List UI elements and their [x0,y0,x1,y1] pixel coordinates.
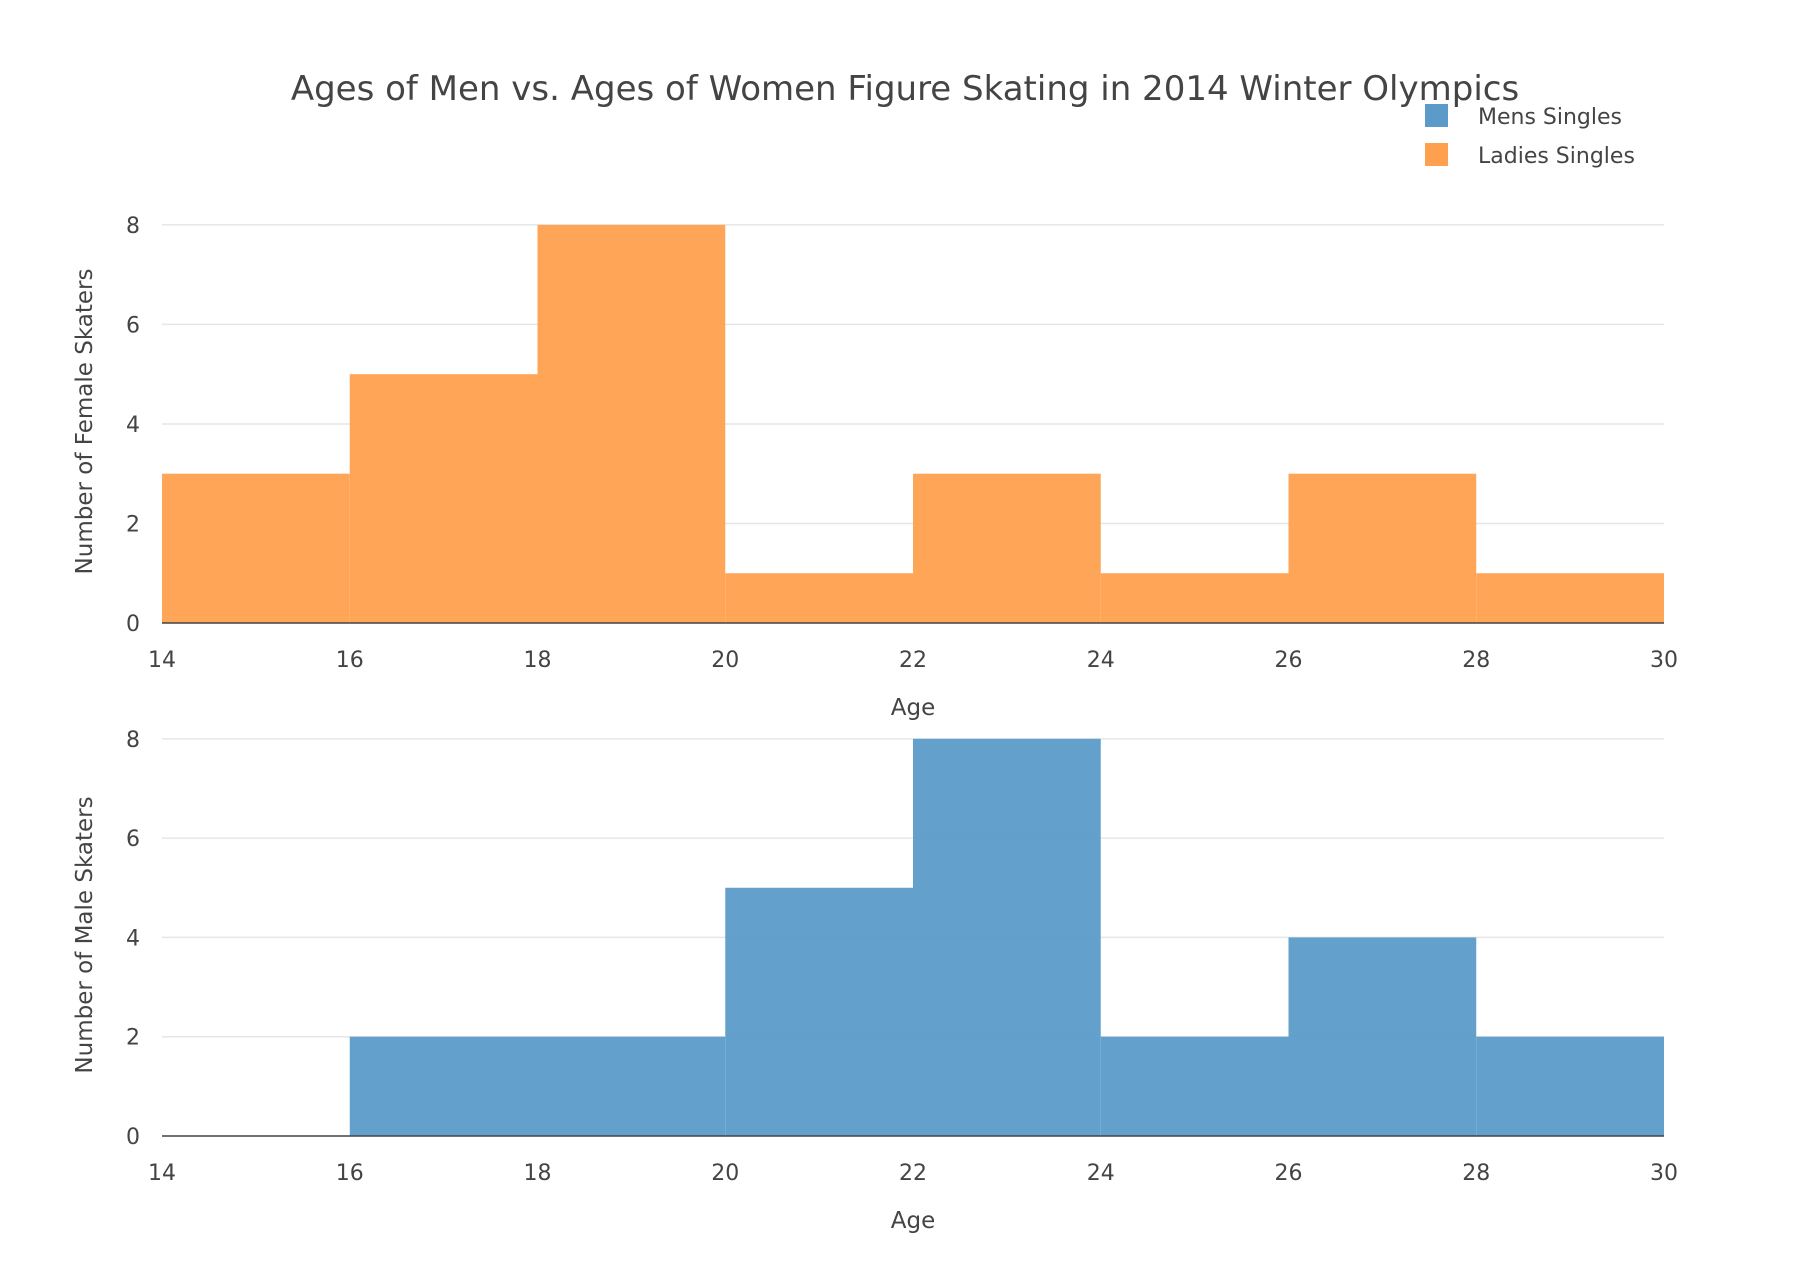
y-tick-label: 8 [126,728,140,753]
y-tick-label: 6 [126,313,140,338]
chart-title: Ages of Men vs. Ages of Women Figure Ska… [291,69,1519,109]
y-axis-label: Number of Female Skaters [72,269,98,575]
histogram-bar[interactable] [1476,1036,1664,1136]
x-tick-label: 16 [336,648,364,673]
x-tick-label: 26 [1275,648,1303,673]
x-tick-label: 20 [711,648,739,673]
legend-entry-ladies-singles[interactable]: Ladies Singles [1425,143,1635,169]
legend-label-ladies-singles: Ladies Singles [1478,144,1635,169]
histogram-bar[interactable] [537,1036,726,1136]
y-tick-label: 6 [126,827,140,852]
x-tick-label: 30 [1650,648,1678,673]
histogram-bar[interactable] [1100,573,1289,623]
x-tick-label: 22 [899,1161,927,1186]
x-tick-label: 22 [899,648,927,673]
histogram-bar[interactable] [537,224,726,623]
x-tick-label: 20 [711,1161,739,1186]
histogram-bar[interactable] [1288,473,1477,623]
x-tick-label: 26 [1275,1161,1303,1186]
x-tick-label: 16 [336,1161,364,1186]
histogram-bar[interactable] [1100,1036,1289,1136]
histogram-bar[interactable] [349,1036,538,1136]
histogram-bar[interactable] [1288,937,1477,1136]
histogram-bar[interactable] [725,573,913,623]
legend-entry-mens-singles[interactable]: Mens Singles [1425,104,1622,130]
x-tick-label: 14 [148,1161,176,1186]
x-tick-label: 30 [1650,1161,1678,1186]
y-tick-label: 2 [126,1026,140,1051]
histogram-bar[interactable] [349,374,538,623]
x-tick-label: 28 [1462,648,1490,673]
x-tick-label: 24 [1087,1161,1115,1186]
histogram-bar[interactable] [913,738,1101,1136]
x-tick-label: 14 [148,648,176,673]
x-tick-label: 28 [1462,1161,1490,1186]
y-tick-label: 2 [126,512,140,537]
x-axis-label: Age [891,695,935,721]
histogram-bar[interactable] [162,473,350,623]
x-tick-label: 18 [524,1161,552,1186]
y-tick-label: 8 [126,214,140,239]
histogram-bar[interactable] [725,887,913,1136]
legend-label-mens-singles: Mens Singles [1478,105,1622,130]
histogram-bar[interactable] [1476,573,1664,623]
legend-swatch-mens-singles [1425,104,1448,127]
y-axis-label: Number of Male Skaters [72,796,98,1073]
x-tick-label: 18 [524,648,552,673]
y-tick-label: 4 [126,926,140,951]
y-tick-label: 0 [126,612,140,637]
y-tick-label: 4 [126,413,140,438]
histogram-bar[interactable] [913,473,1101,623]
x-axis-label: Age [891,1208,935,1234]
x-tick-label: 24 [1087,648,1115,673]
y-tick-label: 0 [126,1125,140,1150]
legend-swatch-ladies-singles [1425,143,1448,166]
legend[interactable]: Mens Singles Ladies Singles [1425,104,1635,169]
